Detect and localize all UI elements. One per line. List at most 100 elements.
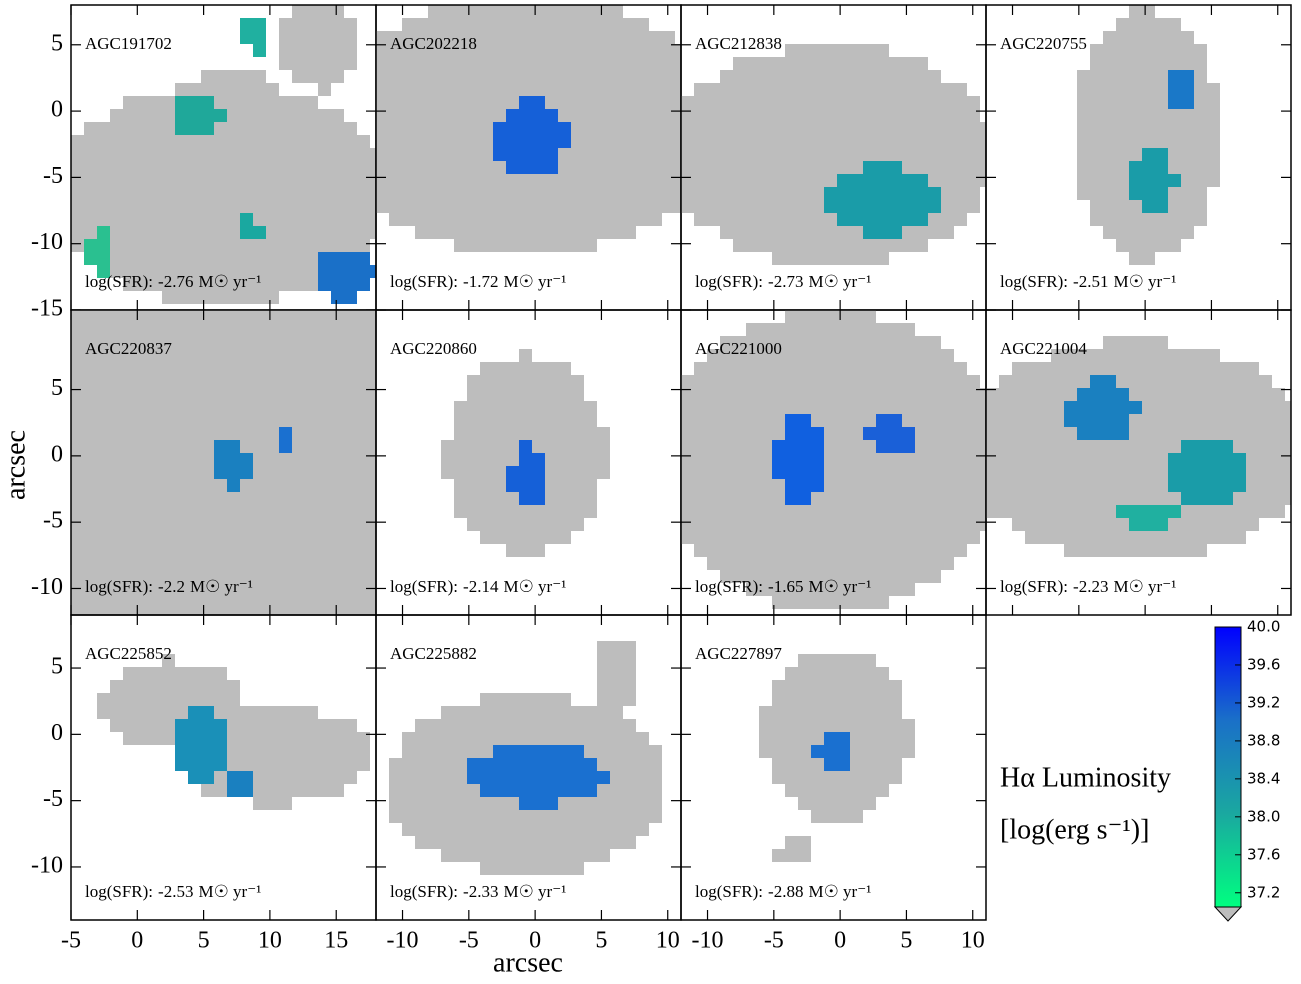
map-pixel: [214, 135, 227, 148]
map-pixel: [149, 226, 162, 239]
map-pixel: [227, 583, 240, 596]
map-pixel: [344, 388, 357, 401]
map-pixel: [1155, 375, 1168, 388]
map-pixel: [292, 310, 305, 323]
map-pixel: [597, 109, 610, 122]
map-pixel: [493, 732, 506, 745]
map-pixel: [162, 109, 175, 122]
map-pixel: [506, 213, 519, 226]
map-pixel: [1064, 349, 1077, 362]
map-pixel: [253, 505, 266, 518]
map-pixel: [506, 518, 519, 531]
map-pixel: [357, 278, 370, 291]
map-pixel: [357, 518, 370, 531]
map-pixel: [1012, 440, 1025, 453]
map-pixel: [415, 122, 428, 135]
map-pixel: [571, 213, 584, 226]
map-pixel: [597, 466, 610, 479]
map-pixel: [1142, 200, 1155, 213]
map-pixel: [798, 680, 811, 693]
map-pixel: [1207, 505, 1220, 518]
map-pixel: [941, 213, 954, 226]
map-pixel: [1077, 505, 1090, 518]
map-pixel: [597, 148, 610, 161]
map-pixel: [1181, 427, 1194, 440]
map-pixel: [571, 44, 584, 57]
map-pixel: [720, 83, 733, 96]
map-pixel: [720, 427, 733, 440]
map-pixel: [480, 44, 493, 57]
map-pixel: [636, 758, 649, 771]
map-pixel: [97, 492, 110, 505]
map-pixel: [201, 200, 214, 213]
map-pixel: [1181, 349, 1194, 362]
map-pixel: [201, 427, 214, 440]
map-pixel: [1259, 375, 1272, 388]
map-pixel: [175, 453, 188, 466]
map-pixel: [941, 401, 954, 414]
map-pixel: [214, 784, 227, 797]
map-pixel: [850, 109, 863, 122]
x-tick-label: -5: [764, 928, 784, 954]
map-pixel: [519, 784, 532, 797]
map-pixel: [1168, 531, 1181, 544]
map-pixel: [292, 609, 305, 615]
map-pixel: [707, 96, 720, 109]
map-pixel: [876, 362, 889, 375]
map-pixel: [785, 732, 798, 745]
map-pixel: [480, 148, 493, 161]
map-pixel: [318, 362, 331, 375]
map-pixel: [402, 109, 415, 122]
map-pixel: [415, 784, 428, 797]
map-pixel: [1246, 505, 1259, 518]
map-pixel: [253, 96, 266, 109]
map-pixel: [623, 200, 636, 213]
map-pixel: [636, 31, 649, 44]
map-pixel: [149, 706, 162, 719]
map-pixel: [279, 427, 292, 440]
map-pixel: [97, 239, 110, 252]
map-pixel: [1207, 83, 1220, 96]
map-pixel: [253, 362, 266, 375]
map-pixel: [71, 492, 84, 505]
map-pixel: [902, 570, 915, 583]
map-pixel: [623, 213, 636, 226]
map-pixel: [344, 148, 357, 161]
map-pixel: [545, 401, 558, 414]
map-pixel: [214, 401, 227, 414]
map-pixel: [902, 427, 915, 440]
map-pixel: [1207, 414, 1220, 427]
map-pixel: [1155, 200, 1168, 213]
map-pixel: [1142, 349, 1155, 362]
map-pixel: [1194, 57, 1207, 70]
map-pixel: [402, 31, 415, 44]
map-pixel: [162, 680, 175, 693]
map-pixel: [876, 135, 889, 148]
map-pixel: [454, 706, 467, 719]
map-pixel: [623, 148, 636, 161]
map-pixel: [149, 135, 162, 148]
map-pixel: [214, 583, 227, 596]
map-pixel: [162, 401, 175, 414]
map-pixel: [837, 570, 850, 583]
map-pixel: [785, 161, 798, 174]
map-pixel: [1181, 440, 1194, 453]
map-pixel: [253, 375, 266, 388]
map-pixel: [305, 122, 318, 135]
map-pixel: [532, 784, 545, 797]
map-pixel: [331, 70, 344, 83]
map-pixel: [266, 83, 279, 96]
map-pixel: [240, 83, 253, 96]
map-pixel: [798, 745, 811, 758]
map-pixel: [597, 31, 610, 44]
map-pixel: [824, 44, 837, 57]
map-pixel: [571, 414, 584, 427]
map-pixel: [811, 719, 824, 732]
map-pixel: [610, 122, 623, 135]
map-pixel: [863, 466, 876, 479]
map-pixel: [837, 161, 850, 174]
map-pixel: [610, 148, 623, 161]
map-pixel: [675, 83, 681, 96]
map-pixel: [84, 323, 97, 336]
map-pixel: [811, 706, 824, 719]
